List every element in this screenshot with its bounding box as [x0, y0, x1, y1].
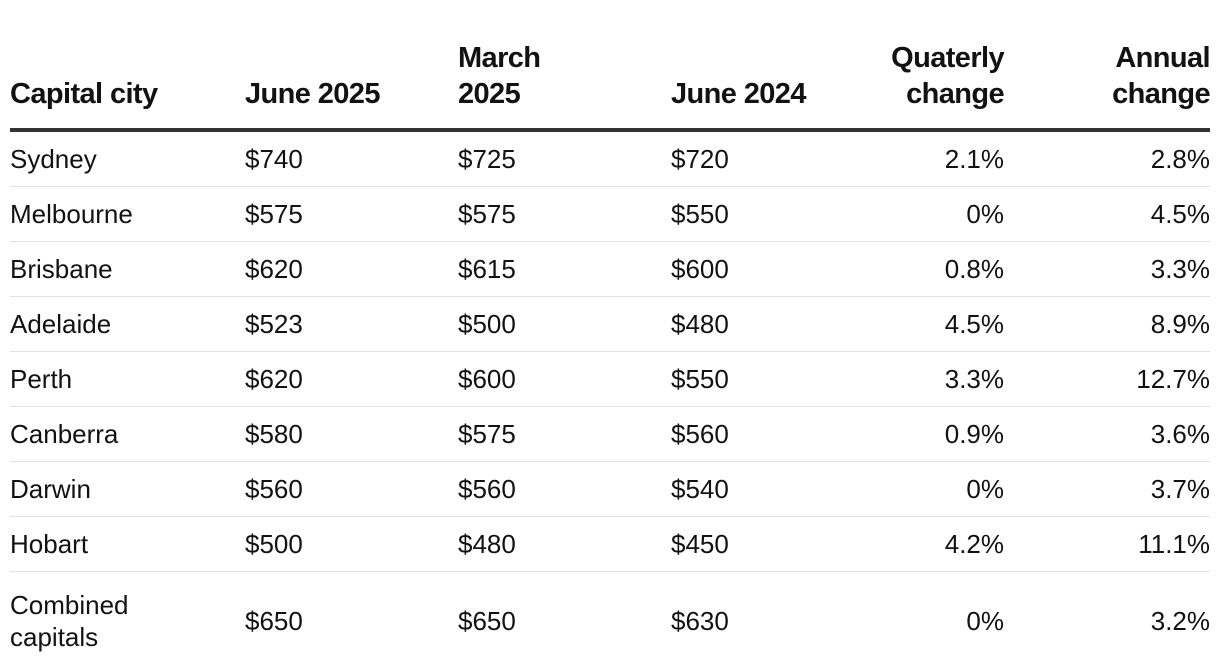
table-body: Sydney $740 $725 $720 2.1% 2.8% Melbourne $575 $…	[10, 130, 1210, 664]
cell-june-2025: $560	[245, 461, 458, 517]
cell-june-2025: $575	[245, 186, 458, 242]
cell-march-2025: $500	[458, 296, 671, 352]
cell-annual-change: 2.8%	[1004, 130, 1210, 187]
cell-quarterly-change: 3.3%	[884, 351, 1004, 407]
cell-annual-change: 3.7%	[1004, 461, 1210, 517]
table-row: Perth $620 $600 $550 3.3% 12.7%	[10, 351, 1210, 407]
cell-march-2025: $600	[458, 351, 671, 407]
header-june-2025: June 2025	[245, 40, 458, 132]
cell-march-2025: $575	[458, 406, 671, 462]
table-row: Brisbane $620 $615 $600 0.8% 3.3%	[10, 241, 1210, 297]
cell-june-2024: $550	[671, 351, 884, 407]
table-row: Darwin $560 $560 $540 0% 3.7%	[10, 461, 1210, 517]
rent-table-container: Capital city June 2025 March 2025 June 2…	[10, 40, 1211, 664]
cell-june-2024: $480	[671, 296, 884, 352]
cell-march-2025: $725	[458, 130, 671, 187]
cell-quarterly-change: 0%	[884, 461, 1004, 517]
cell-city: Hobart	[10, 516, 245, 572]
header-quarterly-change: Quaterly change	[884, 40, 1005, 132]
header-march-2025: March 2025	[458, 40, 671, 132]
cell-june-2025: $580	[245, 406, 458, 462]
header-june-2024: June 2024	[671, 40, 884, 132]
table-row: Sydney $740 $725 $720 2.1% 2.8%	[10, 130, 1210, 187]
cell-march-2025: $575	[458, 186, 671, 242]
cell-city: Brisbane	[10, 241, 245, 297]
cell-quarterly-change: 4.5%	[884, 296, 1004, 352]
cell-march-2025: $650	[458, 606, 516, 636]
cell-city: Canberra	[10, 406, 245, 462]
cell-quarterly-change: 0%	[884, 186, 1004, 242]
cell-june-2024: $720	[671, 130, 884, 187]
table-row: Melbourne $575 $575 $550 0% 4.5%	[10, 186, 1210, 242]
cell-march-2025: $615	[458, 241, 671, 297]
cell-june-2025: $523	[245, 296, 458, 352]
cell-annual-change: 3.6%	[1004, 406, 1210, 462]
table-row: Canberra $580 $575 $560 0.9% 3.6%	[10, 406, 1210, 462]
cell-quarterly-change: 0%	[966, 606, 1004, 636]
cell-annual-change: 3.3%	[1004, 241, 1210, 297]
cell-june-2024: $560	[671, 406, 884, 462]
table-row: Hobart $500 $480 $450 4.2% 11.1%	[10, 516, 1210, 572]
rent-table: Capital city June 2025 March 2025 June 2…	[10, 40, 1211, 664]
cell-june-2024: $600	[671, 241, 884, 297]
cell-quarterly-change: 2.1%	[884, 130, 1004, 187]
cell-june-2024: $450	[671, 516, 884, 572]
cell-city: Perth	[10, 351, 245, 407]
cell-june-2025: $650	[245, 606, 303, 636]
cell-march-2025: $480	[458, 516, 671, 572]
cell-city: Combined capitals	[10, 590, 129, 652]
header-capital-city: Capital city	[10, 40, 245, 132]
cell-quarterly-change: 0.9%	[884, 406, 1004, 462]
header-row: Capital city June 2025 March 2025 June 2…	[10, 40, 1211, 132]
cell-june-2025: $620	[245, 241, 458, 297]
table-row: Adelaide $523 $500 $480 4.5% 8.9%	[10, 296, 1210, 352]
table-row: Combined capitals $650 $650 $630 0% 3.2%	[10, 572, 1210, 665]
cell-annual-change: 4.5%	[1004, 186, 1210, 242]
cell-june-2025: $620	[245, 351, 458, 407]
cell-annual-change: 11.1%	[1004, 516, 1210, 572]
cell-june-2024: $540	[671, 461, 884, 517]
cell-quarterly-change: 0.8%	[884, 241, 1004, 297]
cell-annual-change: 8.9%	[1004, 296, 1210, 352]
cell-annual-change: 3.2%	[1150, 606, 1210, 636]
cell-city: Melbourne	[10, 186, 245, 242]
cell-city: Darwin	[10, 461, 245, 517]
cell-june-2024: $630	[671, 606, 729, 636]
cell-annual-change: 12.7%	[1004, 351, 1210, 407]
cell-city: Sydney	[10, 130, 245, 187]
cell-june-2025: $500	[245, 516, 458, 572]
header-annual-change: Annual change	[1004, 40, 1211, 132]
cell-march-2025: $560	[458, 461, 671, 517]
cell-quarterly-change: 4.2%	[884, 516, 1004, 572]
table-header: Capital city June 2025 March 2025 June 2…	[10, 40, 1211, 132]
cell-june-2025: $740	[245, 130, 458, 187]
cell-june-2024: $550	[671, 186, 884, 242]
cell-city: Adelaide	[10, 296, 245, 352]
